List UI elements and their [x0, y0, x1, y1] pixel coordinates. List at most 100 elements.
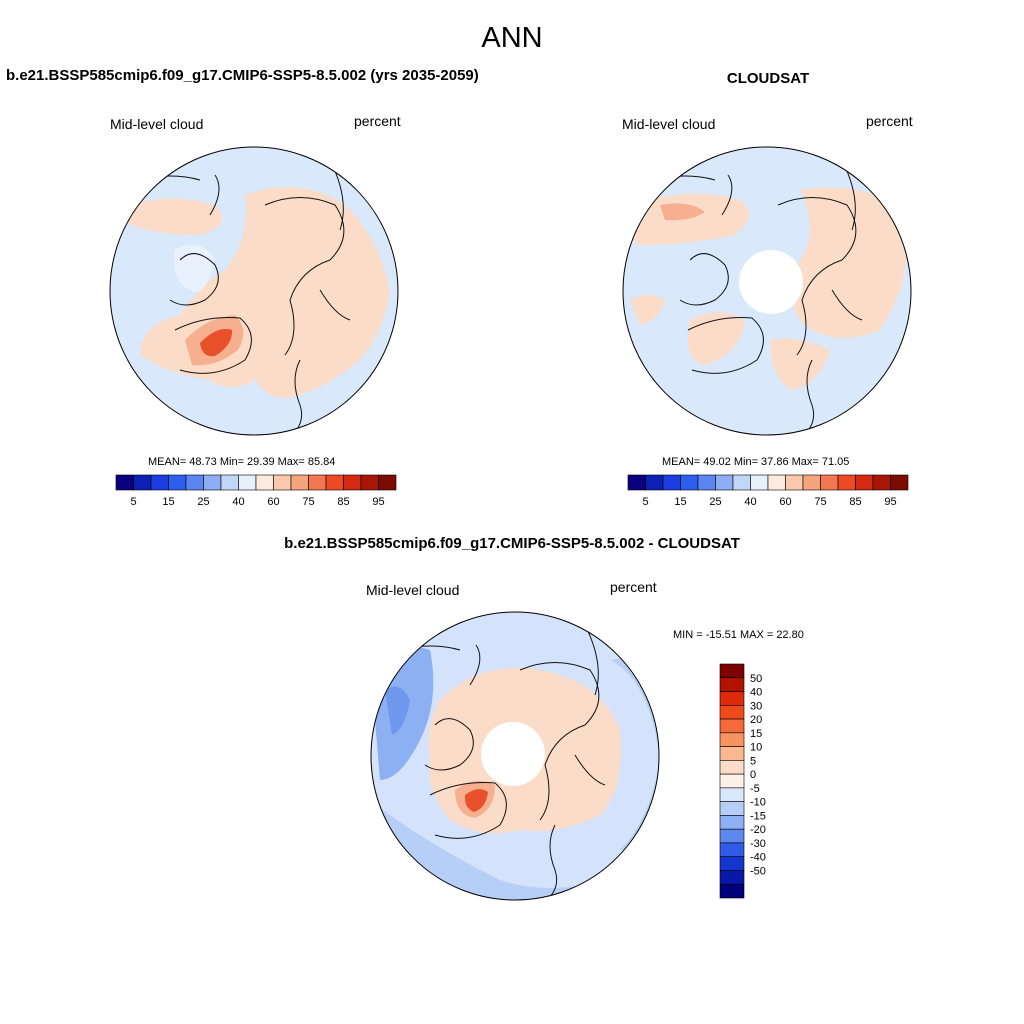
colorbar-2-box-6 [732, 474, 751, 491]
map2-field-patch-d [687, 312, 745, 365]
colorbar-3-box-1 [719, 677, 745, 692]
colorbar-2-label-1: 15 [674, 496, 686, 508]
colorbar-3-box-9 [719, 787, 745, 802]
colorbar-1-box-6 [220, 474, 239, 491]
colorbar-2-box-10 [802, 474, 821, 491]
colorbar-2-label-0: 5 [642, 496, 648, 508]
colorbar-1-box-9 [273, 474, 292, 491]
panel-1-title: b.e21.BSSP585cmip6.f09_g17.CMIP6-SSP5-8.… [6, 67, 479, 84]
colorbar-1-box-7 [238, 474, 257, 491]
colorbar-3-box-12 [719, 828, 745, 844]
panel-2-variable: Mid-level cloud [622, 116, 716, 132]
colorbar-2-box-12 [837, 474, 856, 491]
colorbar-2-box-9 [785, 474, 804, 491]
map2-field-patch-f [630, 295, 665, 325]
figure-title: ANN [481, 22, 543, 54]
colorbar-3-label-1: 40 [750, 687, 762, 699]
colorbar-1-label-4: 60 [267, 496, 279, 508]
colorbar-2-label-3: 40 [744, 496, 756, 508]
colorbar-1-box-2 [150, 474, 169, 491]
colorbar-3-box-16 [719, 883, 745, 899]
map1-field-patch-d [200, 328, 233, 357]
colorbar-2-box-11 [820, 474, 839, 491]
colorbar-3-box-0 [719, 663, 745, 679]
colorbar-3-box-2 [719, 691, 745, 706]
panel-3-variable: Mid-level cloud [366, 582, 460, 598]
map3-field-south-blue [371, 800, 659, 900]
colorbar-3-box-4 [719, 718, 745, 734]
map2-field-patch-c [790, 187, 908, 338]
colorbar-1-label-3: 40 [232, 496, 244, 508]
colorbar-3-box-11 [719, 815, 745, 830]
map2-missing-data-hole [739, 250, 803, 314]
colorbar-2-label-2: 25 [709, 496, 721, 508]
colorbar-3-box-10 [719, 801, 745, 816]
map1-boundary [109, 146, 399, 436]
colorbar-2-box-4 [697, 474, 716, 491]
colorbar-1-label-6: 85 [337, 496, 349, 508]
colorbar-3-box-8 [719, 773, 745, 789]
map3-boundary [370, 611, 660, 901]
map2-boundary [622, 146, 912, 436]
colorbar-1-label-7: 95 [372, 496, 384, 508]
panel-3-title: b.e21.BSSP585cmip6.f09_g17.CMIP6-SSP5-8.… [284, 535, 740, 552]
map2-field-patch-e [770, 338, 830, 390]
colorbar-3-label-11: -20 [750, 824, 766, 836]
colorbar-3-box-13 [719, 842, 745, 858]
map-panel-3 [370, 611, 660, 901]
map1-field-patch-a [125, 198, 223, 235]
colorbar-3-label-0: 50 [750, 673, 762, 685]
colorbar-3-label-13: -40 [750, 852, 766, 864]
colorbar-2-label-4: 60 [779, 496, 791, 508]
colorbar-3-label-8: -5 [750, 783, 760, 795]
colorbar-3-label-12: -30 [750, 838, 766, 850]
panel-2-stats: MEAN= 49.02 Min= 37.86 Max= 71.05 [662, 456, 850, 468]
colorbar-2-label-5: 75 [814, 496, 826, 508]
colorbar-2-box-8 [767, 474, 786, 491]
colorbar-2-box-0 [627, 474, 646, 491]
colorbar-panel-2: 5 15 25 40 60 75 85 95 [627, 474, 909, 508]
colorbar-3-label-10: -15 [750, 810, 766, 822]
colorbar-3-box-5 [719, 732, 745, 747]
colorbar-1-box-0 [115, 474, 134, 491]
colorbar-1-box-8 [255, 474, 274, 491]
panel-3-units: percent [610, 579, 657, 595]
colorbar-3-label-4: 15 [750, 728, 762, 740]
map2-field-patch-a [626, 193, 749, 245]
colorbar-1-box-14 [360, 474, 379, 491]
map3-missing-data-hole [481, 722, 545, 786]
colorbar-3-label-2: 30 [750, 700, 762, 712]
colorbar-3-box-14 [719, 856, 745, 871]
colorbar-2-box-14 [872, 474, 891, 491]
colorbar-3-label-6: 5 [750, 755, 756, 767]
panel-1-stats: MEAN= 48.73 Min= 29.39 Max= 85.84 [148, 456, 336, 468]
colorbar-1-label-2: 25 [197, 496, 209, 508]
colorbar-1-box-4 [185, 474, 204, 491]
map3-field-west-strong [385, 686, 410, 735]
map-panel-2 [622, 146, 912, 436]
colorbar-1-label-5: 75 [302, 496, 314, 508]
colorbar-2-box-3 [680, 474, 699, 491]
map3-coastlines [381, 624, 606, 898]
colorbar-1-label-0: 5 [130, 496, 136, 508]
map2-field-patch-b [660, 203, 705, 221]
panel-1-variable: Mid-level cloud [110, 116, 204, 132]
colorbar-1-box-10 [290, 474, 309, 491]
map-panel-1 [109, 146, 399, 436]
colorbar-3-box-15 [719, 870, 745, 885]
colorbar-3-box-6 [719, 746, 745, 761]
colorbar-1-box-13 [343, 474, 362, 491]
panel-3-stats: MIN = -15.51 MAX = 22.80 [673, 629, 804, 641]
map3-field-positive-strong [464, 789, 488, 812]
colorbar-2-box-1 [645, 474, 664, 491]
colorbar-3-label-3: 20 [750, 714, 762, 726]
colorbar-1-box-1 [133, 474, 152, 491]
panel-1-units: percent [354, 113, 401, 129]
colorbar-2-box-13 [855, 474, 874, 491]
colorbar-1-box-12 [325, 474, 344, 491]
colorbar-1-box-11 [308, 474, 327, 491]
colorbar-2-box-5 [715, 474, 734, 491]
colorbar-panel-1: 5 15 25 40 60 75 85 95 [115, 474, 397, 508]
